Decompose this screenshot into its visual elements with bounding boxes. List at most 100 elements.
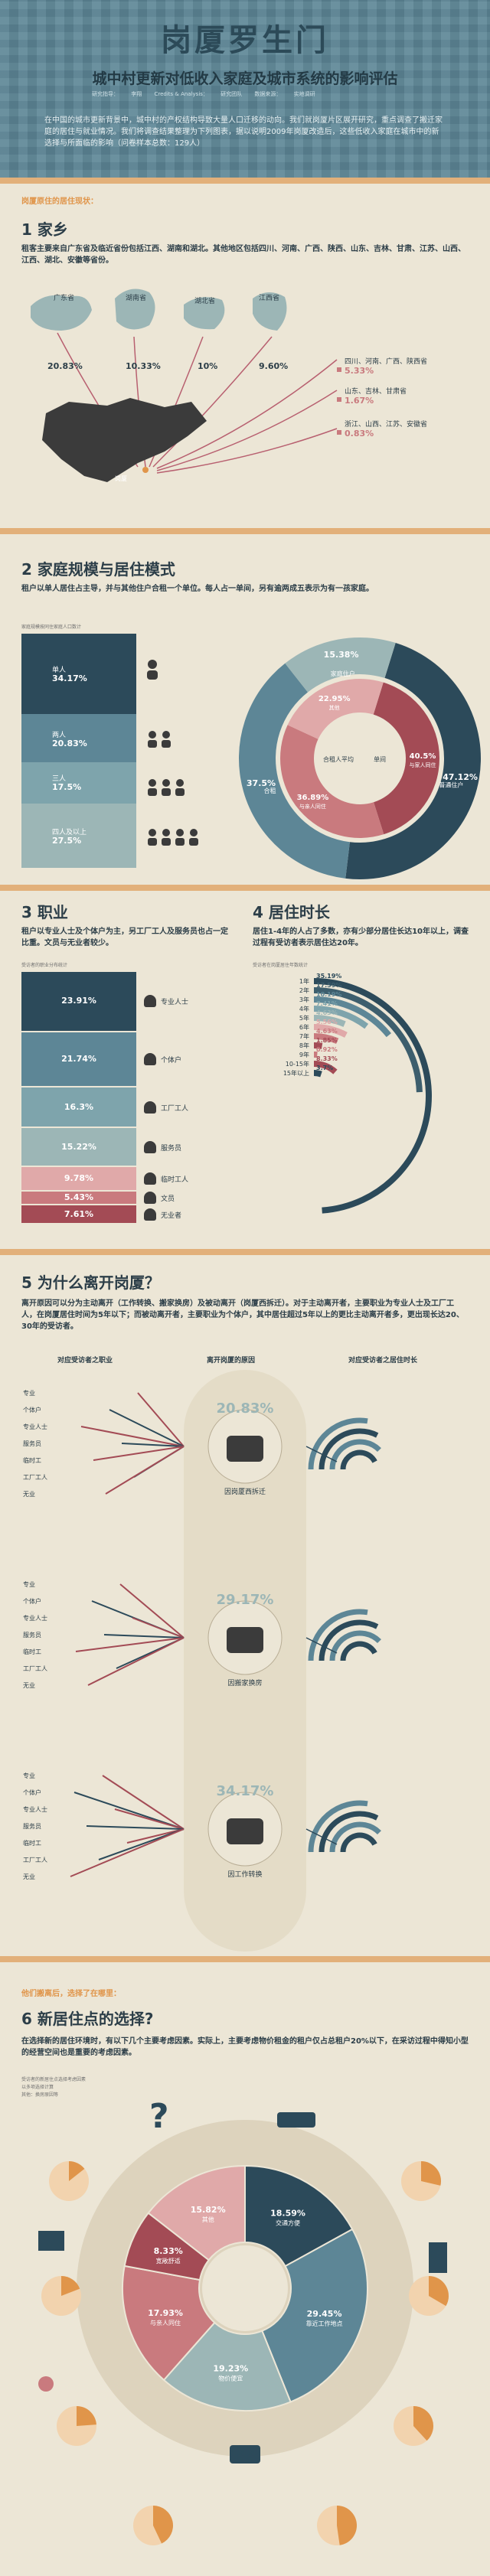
occupation-segment: 21.74% (21, 1032, 136, 1086)
house-icon (227, 1627, 263, 1653)
mini-pie-slice (69, 2161, 85, 2181)
donut-side-label: 单间 (374, 755, 386, 763)
person-icon (162, 779, 170, 787)
job-link-line (119, 1583, 185, 1639)
occupation-segment: 5.43% (21, 1191, 136, 1204)
divider-band (0, 178, 490, 184)
outer-segment-pct: 37.5% (247, 778, 276, 788)
duration-pct: 10.19% (316, 991, 341, 998)
hero-banner: 岗厦罗生门 城中村更新对低收入家庭及城市系统的影响评估 研究指导： 李翔 Cre… (0, 0, 490, 178)
occupation-person-icon (144, 1140, 156, 1153)
chart-note: 家庭规模按同住家庭人口数计 (21, 624, 82, 630)
job-label: 个体户 (23, 1789, 41, 1796)
mini-pie-slice (337, 2506, 358, 2545)
occupation-person-icon (144, 1208, 156, 1221)
others-pct: 1.67% (345, 396, 374, 406)
person-icon (147, 670, 158, 680)
province-hunan-shape (115, 289, 155, 330)
duration-pct: 3.7% (316, 1065, 333, 1071)
section-title: 4 居住时长 (253, 903, 330, 921)
section-title: 1 家乡 (21, 220, 68, 239)
inner-segment-label: 与家人同住 (409, 761, 436, 768)
job-link-line (80, 1426, 185, 1447)
duration-pct: 1.85% (316, 1037, 338, 1044)
person-icon (162, 788, 171, 796)
store-icon (38, 2231, 64, 2251)
household-segment: 两人 20.83% (21, 713, 136, 763)
job-label: 工厂工人 (23, 1857, 47, 1864)
inner-segment-pct: 40.5% (410, 752, 436, 761)
job-link-line (93, 1446, 185, 1461)
worker-icon (227, 1818, 263, 1844)
duration-arc (318, 1811, 379, 1853)
column-header: 离开岗厦的原因 (207, 1357, 256, 1365)
inner-segment-label: 与亲人同住 (299, 803, 326, 810)
bus-icon (277, 2112, 315, 2128)
outer-donut-segment (239, 663, 350, 879)
person-icon (148, 660, 157, 669)
occupation-label: 工厂工人 (161, 1104, 189, 1113)
others-pct: 0.83% (345, 429, 374, 439)
others-swatch (337, 397, 341, 402)
person-icon (148, 740, 157, 748)
region-name: 江西省 (259, 295, 280, 302)
factor-pct: 15.82% (191, 2205, 226, 2215)
job-link-line (70, 1828, 185, 1877)
credit-item: 数据来源： (254, 91, 282, 97)
occupation-pct: 9.78% (64, 1172, 94, 1183)
chart-note: 其他：换房原因等 (21, 2092, 59, 2098)
person-icon (149, 731, 156, 739)
duration-arc (329, 1439, 381, 1470)
factor-segment (122, 2265, 216, 2382)
duration-arc (340, 1641, 377, 1661)
occupation-pct: 23.91% (61, 996, 96, 1006)
bulldozer-icon (227, 1436, 263, 1462)
job-link-line (121, 1443, 185, 1447)
job-label: 专业人士 (23, 1805, 47, 1813)
others-label: 山东、吉林、甘肃省 (345, 388, 407, 396)
section-desc: 租户以单人居住占主导，并与其他住户合租一个单位。每人占一单间，另有逾两成五表示为… (21, 585, 374, 593)
section-title: 3 职业 (21, 903, 68, 921)
factor-segment (244, 2164, 354, 2268)
mini-pie-slice (77, 2406, 96, 2426)
duration-arc (318, 1428, 379, 1470)
job-label: 专业人士 (23, 1423, 47, 1430)
reason-pct: 20.83% (217, 1400, 274, 1417)
donut-hole (317, 716, 403, 801)
outer-segment-pct: 47.12% (443, 772, 478, 782)
duration-label: 2年 (299, 986, 309, 994)
duration-arc (313, 1070, 322, 1078)
job-label: 个体户 (23, 1406, 41, 1414)
duration-label: 7年 (299, 1032, 309, 1040)
inner-donut-segment (287, 679, 384, 739)
household-segment: 四人及以上 27.5% (21, 803, 136, 868)
outer-segment-label: 家庭住户 (331, 670, 355, 677)
person-icon (148, 788, 157, 796)
duration-label: 4年 (299, 1005, 309, 1012)
duration-label: 8年 (299, 1042, 309, 1049)
section-kicker: 岗厦原住的居住现状： (21, 197, 98, 206)
job-label: 服务员 (23, 1440, 41, 1447)
inner-donut-segment (373, 682, 439, 835)
divider-band (0, 1249, 490, 1255)
duration-label: 10-15年 (286, 1060, 309, 1068)
person-icon (162, 740, 171, 748)
occupation-person-icon (144, 1191, 156, 1204)
factor-label: 宽敞舒适 (156, 2257, 181, 2265)
job-link-line (114, 1808, 185, 1830)
person-icon (176, 829, 184, 836)
others-pct: 5.33% (345, 366, 374, 376)
outer-segment-label: 普通住户 (439, 781, 463, 788)
occupation-segment: 16.3% (21, 1087, 136, 1127)
outer-segment-pct: 15.38% (324, 650, 359, 660)
reason-label: 因岗厦西拆迁 (224, 1487, 266, 1496)
job-link-line (103, 1634, 185, 1639)
occupation-person-icon (144, 1172, 156, 1185)
factor-segment (147, 2164, 246, 2261)
flow-line (156, 359, 338, 469)
segment-label: 三人 (52, 775, 67, 784)
mini-pie-slice (153, 2506, 173, 2544)
household-segment: 单人 34.17% (21, 634, 136, 714)
person-icon (175, 788, 185, 796)
